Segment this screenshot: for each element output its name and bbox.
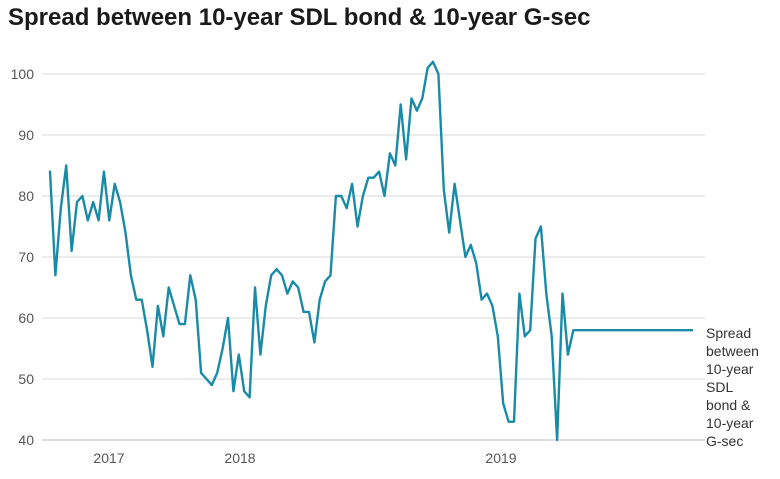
y-tick-label-40: 40 [18,432,34,448]
y-tick-label-90: 90 [18,127,34,143]
x-tick-label-2017: 2017 [93,450,124,466]
series-label-text: Spread between 10-year SDL bond & 10-year G-se… [706,325,759,449]
y-tick-label-50: 50 [18,371,34,387]
series-label-line: bond & [706,397,751,413]
y-tick-label-70: 70 [18,249,34,265]
x-axis-ticks: 2017 2018 2019 [93,450,516,466]
chart-title: Spread between 10-year SDL bond & 10-yea… [8,4,591,31]
x-tick-label-2019: 2019 [485,450,516,466]
series-label-line: G-sec [706,433,743,449]
y-tick-label-100: 100 [11,66,35,82]
series-group [48,60,694,442]
y-tick-label-60: 60 [18,310,34,326]
x-tick-label-2018: 2018 [224,450,255,466]
series-label-line: Spread [706,325,751,341]
series-label: Spread between 10-year SDL bond & 10-year G-se… [706,325,759,449]
series-label-line: SDL [706,379,733,395]
y-axis-ticks: 40 50 60 70 80 90 100 [11,66,35,448]
series-label-line: 10-year [706,361,754,377]
y-gridlines [42,73,705,441]
series-label-line: 10-year [706,415,754,431]
series-label-line: between [706,343,759,359]
series-line [48,60,694,442]
y-tick-label-80: 80 [18,188,34,204]
